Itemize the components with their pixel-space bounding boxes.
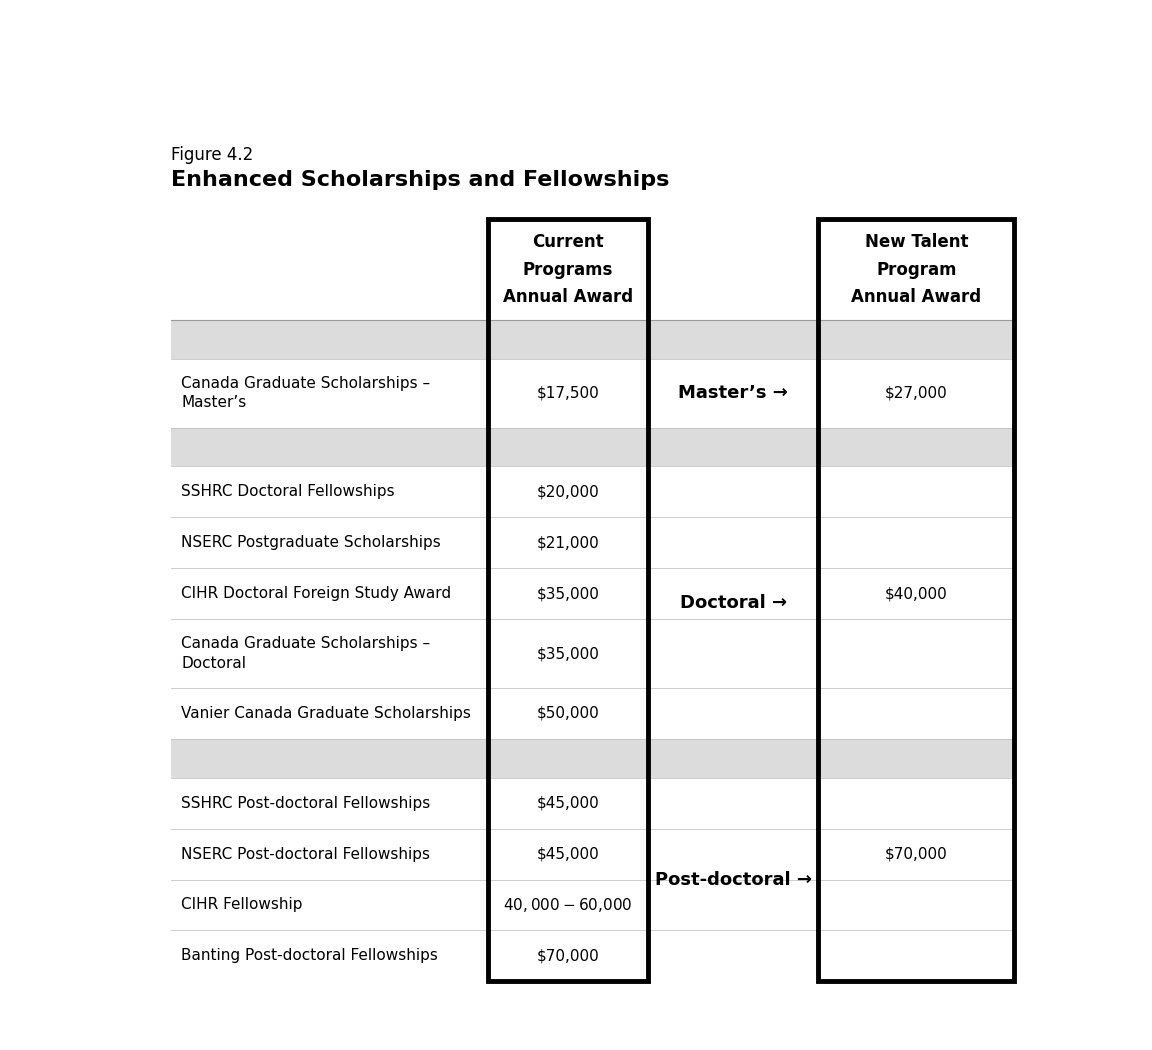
Text: $17,500: $17,500 <box>537 385 599 401</box>
Text: CIHR Doctoral Foreign Study Award: CIHR Doctoral Foreign Study Award <box>182 586 452 602</box>
Text: $50,000: $50,000 <box>537 706 599 721</box>
Text: SSHRC Doctoral Fellowships: SSHRC Doctoral Fellowships <box>182 484 395 500</box>
Text: SSHRC Post-doctoral Fellowships: SSHRC Post-doctoral Fellowships <box>182 796 431 811</box>
FancyBboxPatch shape <box>170 880 1015 930</box>
Text: $21,000: $21,000 <box>537 536 599 550</box>
Text: $70,000: $70,000 <box>885 846 948 862</box>
Text: CIHR Fellowship: CIHR Fellowship <box>182 898 303 912</box>
Text: NSERC Postgraduate Scholarships: NSERC Postgraduate Scholarships <box>182 536 441 550</box>
FancyBboxPatch shape <box>170 930 1015 982</box>
Text: $40,000: $40,000 <box>885 586 948 602</box>
FancyBboxPatch shape <box>170 427 1015 466</box>
Text: Enhanced Scholarships and Fellowships: Enhanced Scholarships and Fellowships <box>170 170 669 190</box>
FancyBboxPatch shape <box>170 518 1015 568</box>
Text: $45,000: $45,000 <box>537 796 599 811</box>
Text: $35,000: $35,000 <box>537 586 599 602</box>
FancyBboxPatch shape <box>170 778 1015 828</box>
Text: NSERC Post-doctoral Fellowships: NSERC Post-doctoral Fellowships <box>182 846 431 862</box>
Text: Post-doctoral →: Post-doctoral → <box>654 870 812 888</box>
Text: New Talent
Program
Annual Award: New Talent Program Annual Award <box>851 233 982 307</box>
Text: Vanier Canada Graduate Scholarships: Vanier Canada Graduate Scholarships <box>182 706 471 721</box>
FancyBboxPatch shape <box>170 359 1015 427</box>
Text: Doctoral →: Doctoral → <box>680 593 787 611</box>
Text: Canada Graduate Scholarships –
Doctoral: Canada Graduate Scholarships – Doctoral <box>182 636 431 671</box>
FancyBboxPatch shape <box>170 739 1015 778</box>
Text: $27,000: $27,000 <box>885 385 948 401</box>
Text: $45,000: $45,000 <box>537 846 599 862</box>
Text: $20,000: $20,000 <box>537 484 599 500</box>
FancyBboxPatch shape <box>170 320 1015 359</box>
FancyBboxPatch shape <box>170 466 1015 518</box>
Text: Figure 4.2: Figure 4.2 <box>170 146 253 164</box>
FancyBboxPatch shape <box>170 219 1015 320</box>
Text: $70,000: $70,000 <box>537 948 599 964</box>
Text: Current
Programs
Annual Award: Current Programs Annual Award <box>503 233 634 307</box>
Text: Master’s →: Master’s → <box>679 384 788 402</box>
FancyBboxPatch shape <box>170 828 1015 880</box>
FancyBboxPatch shape <box>170 568 1015 620</box>
Text: Canada Graduate Scholarships –
Master’s: Canada Graduate Scholarships – Master’s <box>182 376 431 411</box>
FancyBboxPatch shape <box>170 688 1015 739</box>
Text: $40,000-$60,000: $40,000-$60,000 <box>503 896 632 914</box>
Text: $35,000: $35,000 <box>537 646 599 662</box>
FancyBboxPatch shape <box>170 620 1015 688</box>
Text: Banting Post-doctoral Fellowships: Banting Post-doctoral Fellowships <box>182 948 439 964</box>
